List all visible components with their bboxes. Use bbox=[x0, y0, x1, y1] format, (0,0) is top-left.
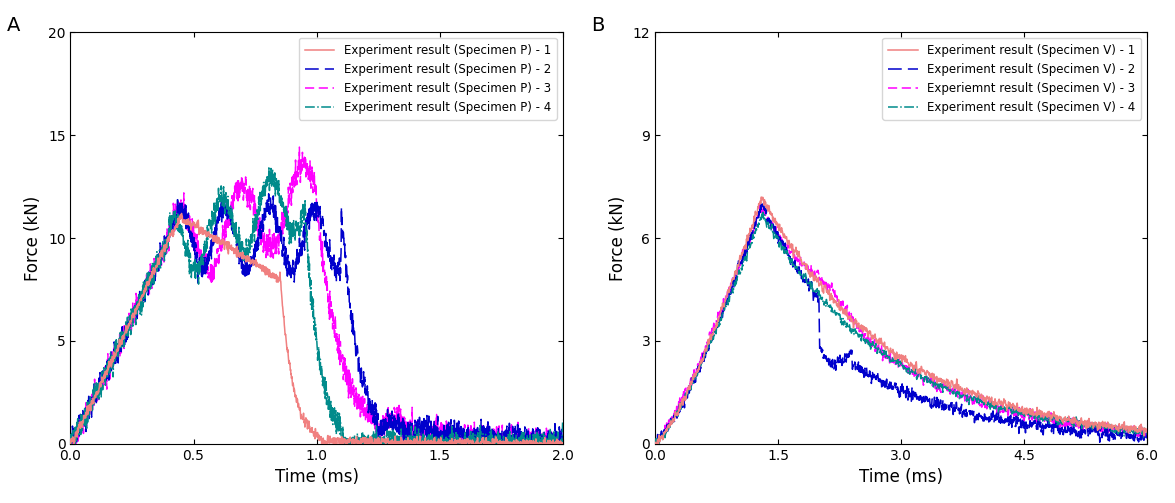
Experiment result (Specimen V) - 1 bbox=[1136, 429, 1150, 435]
Experiment result (Specimen P) - 4 bbox=[153, 256, 167, 262]
Experiment result (Specimen P) - 4 bbox=[358, 441, 372, 447]
Y-axis label: Force (kN): Force (kN) bbox=[25, 195, 42, 281]
Experiemnt result (Specimen V) - 3 bbox=[649, 441, 663, 447]
Line: Experiment result (Specimen P) - 2: Experiment result (Specimen P) - 2 bbox=[70, 194, 563, 444]
Line: Experiment result (Specimen P) - 3: Experiment result (Specimen P) - 3 bbox=[70, 147, 563, 444]
Experiment result (Specimen P) - 3 bbox=[293, 144, 307, 150]
Experiment result (Specimen P) - 3 bbox=[469, 434, 483, 440]
Experiment result (Specimen V) - 4 bbox=[767, 231, 781, 237]
Experiment result (Specimen V) - 4 bbox=[1140, 432, 1154, 438]
Experiment result (Specimen P) - 4 bbox=[251, 194, 266, 200]
Experiment result (Specimen P) - 3 bbox=[556, 441, 570, 447]
Experiment result (Specimen P) - 4 bbox=[384, 441, 398, 447]
Text: A: A bbox=[7, 16, 20, 35]
Experiment result (Specimen P) - 4 bbox=[262, 163, 276, 170]
Experiment result (Specimen V) - 2 bbox=[834, 354, 848, 360]
Experiment result (Specimen P) - 4 bbox=[556, 417, 570, 423]
Legend: Experiment result (Specimen P) - 1, Experiment result (Specimen P) - 2, Experime: Experiment result (Specimen P) - 1, Expe… bbox=[298, 38, 557, 120]
Experiment result (Specimen P) - 4 bbox=[63, 433, 78, 439]
Experiment result (Specimen P) - 1 bbox=[383, 439, 397, 445]
Experiment result (Specimen P) - 1 bbox=[468, 441, 482, 447]
Experiment result (Specimen V) - 1 bbox=[649, 441, 663, 447]
Experiment result (Specimen P) - 2 bbox=[384, 419, 398, 425]
Text: B: B bbox=[591, 16, 605, 35]
Experiment result (Specimen V) - 2 bbox=[753, 198, 767, 204]
Experiment result (Specimen P) - 3 bbox=[384, 418, 398, 425]
Experiemnt result (Specimen V) - 3 bbox=[753, 202, 767, 208]
Experiment result (Specimen V) - 4 bbox=[868, 341, 882, 347]
Experiemnt result (Specimen V) - 3 bbox=[765, 219, 779, 225]
Experiment result (Specimen P) - 1 bbox=[63, 441, 78, 447]
Legend: Experiment result (Specimen V) - 1, Experiment result (Specimen V) - 2, Experiem: Experiment result (Specimen V) - 1, Expe… bbox=[882, 38, 1141, 120]
Experiment result (Specimen P) - 1 bbox=[251, 262, 266, 268]
Experiment result (Specimen P) - 3 bbox=[63, 431, 78, 437]
Experiment result (Specimen P) - 1 bbox=[431, 441, 445, 447]
Experiemnt result (Specimen V) - 3 bbox=[650, 441, 664, 447]
Experiment result (Specimen V) - 1 bbox=[767, 217, 781, 223]
Experiment result (Specimen P) - 2 bbox=[251, 237, 266, 243]
Experiment result (Specimen P) - 3 bbox=[153, 258, 167, 264]
Experiment result (Specimen V) - 1 bbox=[763, 209, 777, 215]
Line: Experiment result (Specimen V) - 4: Experiment result (Specimen V) - 4 bbox=[656, 212, 1147, 444]
Experiment result (Specimen V) - 2 bbox=[763, 220, 777, 226]
Experiment result (Specimen V) - 1 bbox=[834, 306, 848, 312]
Experiment result (Specimen P) - 2 bbox=[358, 392, 372, 398]
Experiment result (Specimen V) - 4 bbox=[765, 225, 779, 231]
Experiment result (Specimen V) - 1 bbox=[765, 211, 779, 217]
X-axis label: Time (ms): Time (ms) bbox=[859, 468, 944, 486]
Experiment result (Specimen P) - 1 bbox=[174, 210, 188, 216]
Experiment result (Specimen P) - 1 bbox=[556, 441, 570, 447]
Experiemnt result (Specimen V) - 3 bbox=[868, 341, 882, 347]
X-axis label: Time (ms): Time (ms) bbox=[275, 468, 358, 486]
Experiment result (Specimen V) - 2 bbox=[1136, 431, 1150, 437]
Experiment result (Specimen P) - 2 bbox=[556, 437, 570, 443]
Experiment result (Specimen P) - 4 bbox=[469, 441, 483, 447]
Experiment result (Specimen P) - 2 bbox=[431, 429, 445, 435]
Experiment result (Specimen P) - 4 bbox=[63, 441, 78, 447]
Experiment result (Specimen P) - 2 bbox=[469, 430, 483, 436]
Experiment result (Specimen V) - 1 bbox=[649, 440, 663, 446]
Experiment result (Specimen V) - 1 bbox=[868, 338, 882, 344]
Experiment result (Specimen V) - 4 bbox=[763, 226, 777, 232]
Line: Experiment result (Specimen P) - 4: Experiment result (Specimen P) - 4 bbox=[70, 166, 563, 444]
Experiemnt result (Specimen V) - 3 bbox=[834, 303, 848, 309]
Experiment result (Specimen P) - 2 bbox=[65, 441, 79, 447]
Experiment result (Specimen V) - 4 bbox=[652, 441, 666, 447]
Line: Experiment result (Specimen V) - 2: Experiment result (Specimen V) - 2 bbox=[656, 201, 1147, 444]
Experiment result (Specimen P) - 2 bbox=[153, 240, 167, 246]
Experiment result (Specimen V) - 4 bbox=[1136, 432, 1150, 438]
Experiment result (Specimen V) - 2 bbox=[765, 220, 779, 226]
Experiment result (Specimen V) - 4 bbox=[834, 317, 848, 323]
Experiment result (Specimen V) - 2 bbox=[767, 228, 781, 234]
Experiment result (Specimen P) - 3 bbox=[251, 219, 266, 225]
Experiment result (Specimen V) - 4 bbox=[756, 209, 770, 215]
Experiment result (Specimen P) - 1 bbox=[358, 435, 372, 441]
Line: Experiment result (Specimen V) - 1: Experiment result (Specimen V) - 1 bbox=[656, 197, 1147, 444]
Experiment result (Specimen P) - 2 bbox=[262, 191, 276, 197]
Experiment result (Specimen P) - 4 bbox=[431, 441, 445, 447]
Y-axis label: Force (kN): Force (kN) bbox=[609, 195, 627, 281]
Experiment result (Specimen V) - 1 bbox=[1140, 426, 1154, 432]
Experiemnt result (Specimen V) - 3 bbox=[767, 225, 781, 231]
Experiment result (Specimen P) - 2 bbox=[63, 436, 78, 442]
Experiment result (Specimen V) - 2 bbox=[868, 375, 882, 381]
Experiment result (Specimen P) - 3 bbox=[63, 441, 78, 447]
Experiment result (Specimen V) - 2 bbox=[649, 441, 663, 447]
Experiment result (Specimen P) - 3 bbox=[358, 413, 372, 419]
Experiemnt result (Specimen V) - 3 bbox=[1136, 429, 1150, 435]
Line: Experiemnt result (Specimen V) - 3: Experiemnt result (Specimen V) - 3 bbox=[656, 205, 1147, 444]
Experiemnt result (Specimen V) - 3 bbox=[1140, 431, 1154, 437]
Experiemnt result (Specimen V) - 3 bbox=[763, 217, 777, 223]
Line: Experiment result (Specimen P) - 1: Experiment result (Specimen P) - 1 bbox=[70, 213, 563, 444]
Experiment result (Specimen V) - 4 bbox=[649, 437, 663, 443]
Experiment result (Specimen P) - 3 bbox=[431, 429, 445, 435]
Experiment result (Specimen V) - 2 bbox=[1140, 427, 1154, 433]
Experiment result (Specimen V) - 1 bbox=[754, 194, 768, 200]
Experiment result (Specimen P) - 1 bbox=[153, 255, 167, 261]
